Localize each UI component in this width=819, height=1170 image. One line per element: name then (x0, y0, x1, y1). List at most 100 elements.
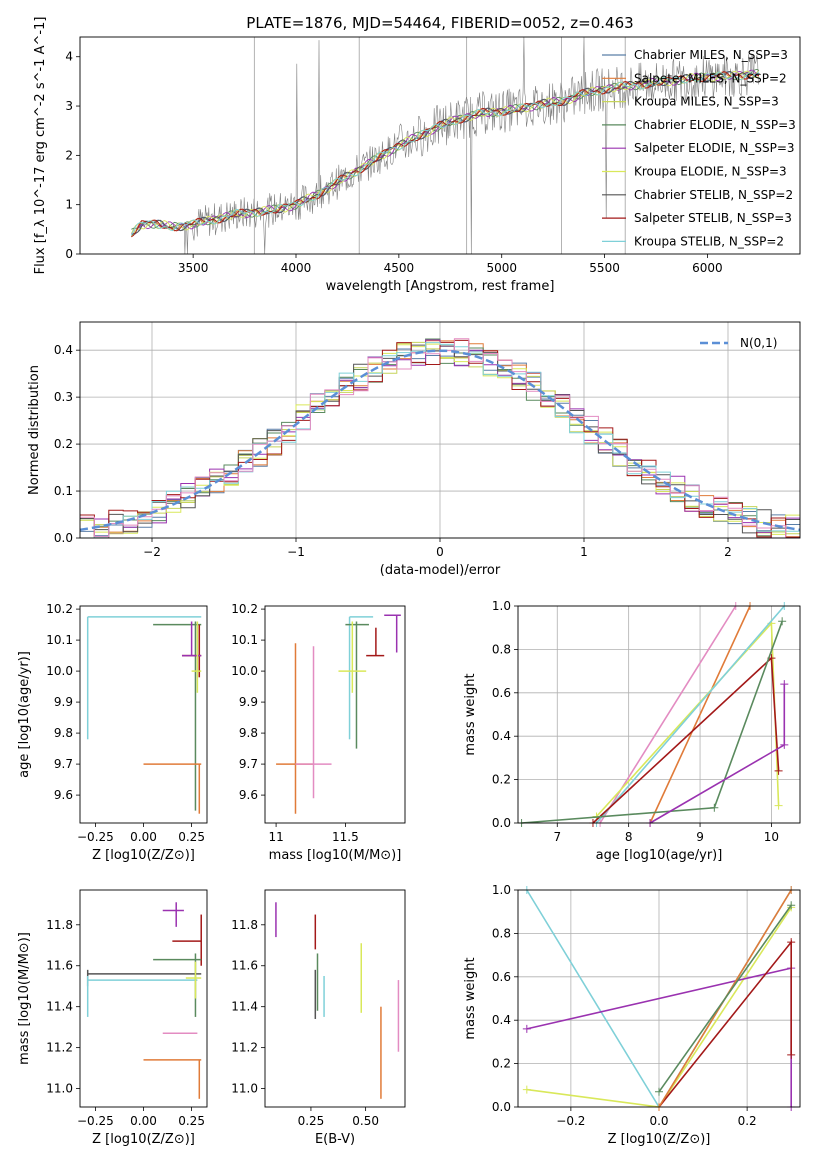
marker (774, 766, 783, 775)
legend-label: Salpeter MILES, N_SSP=2 (634, 71, 787, 85)
x-tick-label: 0.25 (178, 830, 205, 844)
y-tick-label: 1 (65, 198, 73, 212)
y-tick-label: 2 (65, 148, 73, 162)
x-tick-label: 0.2 (738, 1114, 757, 1128)
y-tick-label: 11.6 (231, 959, 258, 973)
axes-frame (79, 889, 208, 1108)
mass-weight-line (521, 620, 783, 824)
y-tick-label: 10.2 (46, 602, 73, 616)
panel-mass_weight_vs_age: 7 8 9 10 0.0 0.2 0.4 0.6 0.8 1.0 age [log10(age/yr… (463, 599, 801, 863)
legend-label: Chabrier STELIB, N_SSP=2 (634, 188, 793, 202)
marker (780, 740, 789, 749)
y-axis-label: Flux [f_λ 10^-17 erg cm^-2 s^-1 A^-1] (33, 17, 48, 275)
panel-residuals: −2 −1 0 1 2 0.0 0.1 0.2 0.3 0.4 (data-model)/error… (27, 321, 801, 578)
y-tick-label: 9.7 (239, 757, 258, 771)
marker (780, 680, 789, 689)
panel-age_vs_Z: −0.25 0.00 0.25 9.6 9.7 9.8 9.9 10.0 10.1 10.2 Z [… (17, 602, 208, 863)
x-tick-label: 4500 (384, 261, 415, 275)
x-tick-label: 8 (625, 830, 633, 844)
y-tick-label: 9.9 (239, 695, 258, 709)
figure-title: PLATE=1876, MJD=54464, FIBERID=0052, z=0… (246, 14, 633, 32)
y-tick-label: 9.6 (54, 788, 73, 802)
y-tick-label: 0.6 (492, 686, 511, 700)
y-tick-label: 0.4 (54, 343, 73, 357)
gaussian-line (79, 349, 801, 532)
y-tick-label: 0 (65, 247, 73, 261)
x-tick-label: 11.5 (332, 830, 359, 844)
panel-spectrum: 3500 4000 4500 5000 5500 6000 0 1 2 3 4 wavelength … (33, 17, 801, 294)
y-tick-label: 11.6 (46, 959, 73, 973)
mass-weight-line (595, 621, 780, 818)
y-tick-label: 0.3 (54, 390, 73, 404)
y-tick-label: 11.4 (231, 1000, 258, 1014)
y-axis-label: age [log10(age/yr)] (17, 651, 32, 778)
y-tick-label: 9.7 (54, 757, 73, 771)
panel-age_vs_mass: 11 11.5 9.6 9.7 9.8 9.9 10.0 10.1 10.2 mass [log1… (231, 602, 406, 863)
y-tick-label: 0.0 (54, 531, 73, 545)
y-tick-label: 9.9 (54, 695, 73, 709)
x-tick-label: 5500 (589, 261, 620, 275)
y-tick-label: 10.2 (231, 602, 258, 616)
y-tick-label: 0.0 (492, 1100, 511, 1114)
panel-mass_vs_Z: −0.25 0.00 0.25 11.0 11.2 11.4 11.6 11.8 Z [log1… (17, 889, 208, 1147)
y-tick-label: 3 (65, 99, 73, 113)
legend-label: Chabrier ELODIE, N_SSP=3 (634, 118, 796, 132)
axes-frame (264, 889, 406, 1108)
x-tick-label: 6000 (692, 261, 723, 275)
marker (655, 1087, 663, 1096)
panel-mass_weight_vs_Z: −0.2 0.0 0.2 0.0 0.2 0.4 0.6 0.8 1.0 Z [log10(Z/Z… (463, 883, 801, 1147)
x-axis-label: Z [log10(Z/Z⊙)] (92, 1132, 195, 1147)
y-tick-label: 0.4 (492, 729, 511, 743)
x-tick-label: 0.00 (130, 1114, 157, 1128)
y-tick-label: 4 (65, 50, 73, 64)
x-tick-label: −0.2 (556, 1114, 585, 1128)
x-tick-label: 7 (553, 830, 561, 844)
y-tick-label: 10.1 (231, 633, 258, 647)
x-tick-label: −0.25 (77, 1114, 114, 1128)
y-tick-label: 9.8 (54, 726, 73, 740)
marker (787, 938, 796, 947)
y-tick-label: 11.0 (231, 1082, 258, 1096)
x-tick-label: 0.25 (178, 1114, 205, 1128)
x-tick-label: 3500 (178, 261, 209, 275)
x-tick-label: 0 (436, 545, 444, 559)
panels: 3500 4000 4500 5000 5500 6000 0 1 2 3 4 wavelength … (17, 17, 801, 1147)
mass-weight-line (649, 605, 751, 824)
legend-label: Salpeter ELODIE, N_SSP=3 (634, 141, 795, 155)
y-tick-label: 11.8 (46, 918, 73, 932)
marker (522, 1085, 531, 1094)
x-tick-label: −1 (287, 545, 305, 559)
y-tick-label: 9.6 (239, 788, 258, 802)
mass-weight-line (595, 605, 785, 824)
x-tick-label: −0.25 (77, 830, 114, 844)
x-tick-label: 9 (696, 830, 704, 844)
x-tick-label: 11 (268, 830, 283, 844)
y-tick-label: 0.6 (492, 970, 511, 984)
y-tick-label: 0.2 (492, 773, 511, 787)
mass-weight-line (658, 939, 792, 1108)
y-tick-label: 10.1 (46, 633, 73, 647)
x-tick-label: 10 (764, 830, 779, 844)
marker (787, 1050, 796, 1059)
legend-label: Salpeter STELIB, N_SSP=3 (634, 211, 792, 225)
y-tick-label: 10.0 (46, 664, 73, 678)
marker (787, 901, 796, 910)
y-tick-label: 0.0 (492, 816, 511, 830)
axes-frame (264, 605, 406, 824)
y-tick-label: 0.1 (54, 484, 73, 498)
legend-label: Chabrier MILES, N_SSP=3 (634, 48, 788, 62)
x-tick-label: 5000 (486, 261, 517, 275)
y-tick-label: 11.2 (46, 1041, 73, 1055)
legend-label: N(0,1) (740, 336, 777, 350)
x-axis-label: Z [log10(Z/Z⊙)] (92, 848, 195, 863)
y-tick-label: 0.2 (492, 1057, 511, 1071)
histogram-line (80, 338, 800, 538)
axes-frame (79, 605, 208, 824)
axes-frame (517, 889, 801, 1108)
y-tick-label: 0.4 (492, 1013, 511, 1027)
mass-weight-line (658, 904, 792, 1093)
y-tick-label: 0.2 (54, 437, 73, 451)
axes-frame (79, 36, 801, 255)
panel-mass_vs_ebv: 0.25 0.50 11.0 11.2 11.4 11.6 11.8 E(B-V) (231, 889, 406, 1147)
